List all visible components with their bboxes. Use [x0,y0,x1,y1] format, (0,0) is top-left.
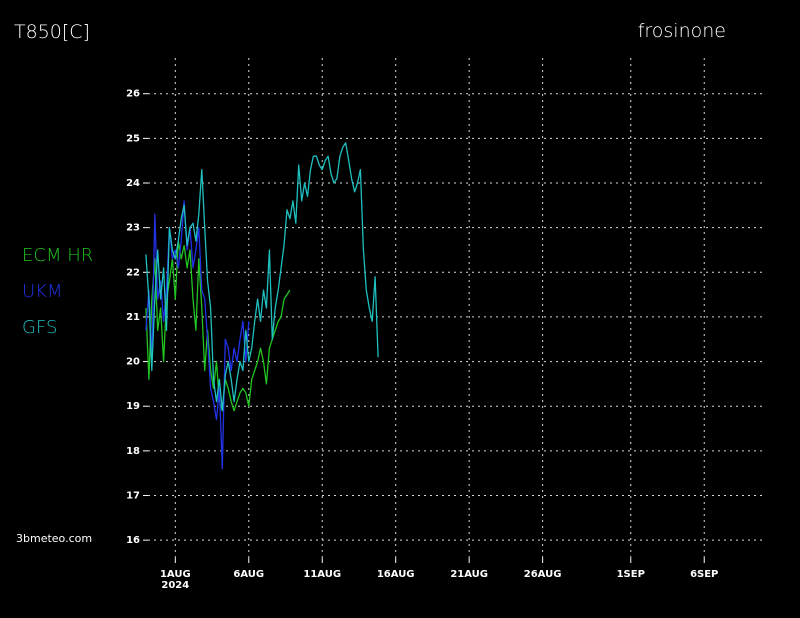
y-tick-label: 20 [126,357,140,368]
legend-entry: ECM HR [22,245,93,266]
y-tick-label: 19 [126,401,140,412]
legend-entry: UKM [22,281,63,302]
year-label: 2024 [161,580,189,591]
y-tick-label: 17 [126,491,140,502]
x-tick-label: 1AUG [160,569,191,580]
location-label: frosinone [638,20,726,42]
x-tick-label: 16AUG [377,569,415,580]
x-tick-label: 1SEP [617,569,645,580]
y-tick-label: 26 [126,89,140,100]
x-tick-label: 26AUG [524,569,562,580]
series-line [145,240,291,412]
legend-entry: GFS [22,317,57,338]
y-tick-label: 23 [126,223,140,234]
y-tick-label: 24 [126,178,140,189]
source-label: 3bmeteo.com [16,532,92,545]
chart-title: T850[C] [14,21,90,43]
y-tick-label: 22 [126,267,140,278]
series-line [145,200,250,470]
x-tick-label: 6AUG [233,569,264,580]
y-tick-label: 25 [126,133,140,144]
series-line [145,142,379,412]
y-tick-label: 18 [126,446,140,457]
x-tick-label: 21AUG [450,569,488,580]
x-tick-label: 11AUG [303,569,341,580]
y-tick-label: 16 [126,535,140,546]
x-tick-label: 6SEP [690,569,718,580]
y-tick-label: 21 [126,312,140,323]
